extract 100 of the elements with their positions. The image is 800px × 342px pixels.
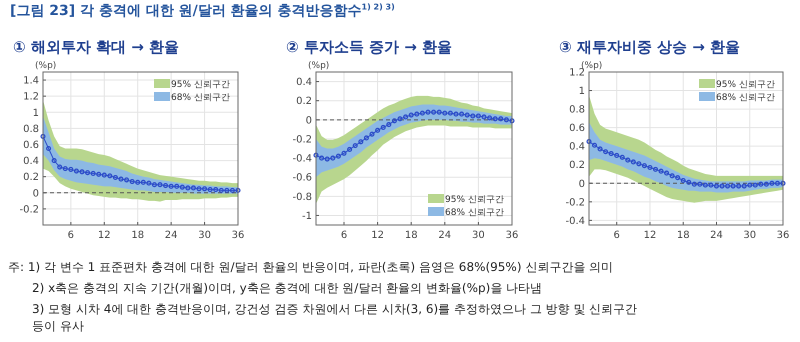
point: [102, 172, 107, 178]
point: [670, 173, 675, 178]
point: [742, 184, 747, 189]
point: [747, 182, 752, 188]
point: [620, 154, 625, 160]
point: [146, 180, 152, 186]
point: [140, 180, 146, 185]
point: [380, 124, 386, 130]
legend-label: 68% 신뢰구간: [445, 208, 504, 218]
chart-title: ② 투자소득 증가 → 환율: [286, 38, 452, 56]
point: [130, 178, 135, 184]
x-tick-label: 18: [404, 230, 418, 241]
point: [476, 113, 481, 119]
point: [336, 154, 341, 159]
x-tick-label: 30: [198, 230, 211, 241]
x-tick-label: 36: [232, 230, 244, 241]
point: [625, 158, 630, 163]
point: [630, 159, 636, 164]
point: [664, 170, 670, 176]
point: [218, 188, 224, 193]
y-tick-label: 0.8: [23, 124, 39, 135]
point: [586, 138, 592, 144]
y-tick-label: 0.4: [23, 156, 39, 168]
y-tick-label: 1: [578, 86, 585, 98]
x-tick-label: 36: [776, 230, 790, 241]
point: [68, 166, 74, 172]
y-tick-label: -0.6: [292, 172, 312, 184]
point: [46, 146, 52, 152]
point: [118, 176, 124, 182]
point: [352, 143, 358, 148]
x-tick-label: 18: [131, 230, 144, 241]
point: [90, 170, 96, 176]
point: [752, 182, 758, 188]
point: [448, 110, 453, 116]
text: 2) x축은 충격의 지속 기간(개월)이며, y축은 충격에 대한 원/달러 환율의 변화율(%p)을 나타냄: [32, 280, 544, 297]
x-tick-label: 24: [710, 230, 723, 241]
point: [492, 116, 498, 122]
point: [112, 174, 118, 180]
y-tick-label: 0.6: [23, 140, 39, 151]
point: [453, 112, 459, 117]
y-tick-label: 0.2: [569, 160, 585, 172]
point: [124, 177, 130, 182]
chart-title: ① 해외투자 확대 → 환율: [13, 38, 180, 56]
point: [40, 134, 46, 139]
point: [358, 139, 364, 144]
x-tick-label: 6: [68, 230, 74, 241]
point: [425, 110, 431, 115]
point: [598, 146, 603, 152]
point: [52, 158, 57, 164]
point: [692, 182, 697, 187]
point: [436, 110, 442, 115]
point: [174, 184, 180, 189]
legend-label: 95% 신뢰구간: [716, 80, 775, 90]
legend-label: 68% 신뢰구간: [171, 93, 230, 103]
point: [157, 182, 163, 188]
point: [719, 184, 725, 189]
x-tick-label: 12: [371, 230, 384, 241]
y-tick-label: 0: [32, 188, 39, 200]
point: [347, 146, 352, 152]
point: [330, 156, 336, 161]
point: [504, 117, 509, 122]
point: [481, 114, 487, 120]
y-tick-label: 0.8: [569, 104, 585, 116]
point: [135, 180, 140, 185]
point: [764, 182, 769, 187]
point: [57, 164, 62, 170]
y-tick-label: 1: [32, 108, 39, 119]
point: [608, 151, 614, 156]
text: 3) 모형 시차 4에 대한 충격반응이며, 강건성 검증 차원에서 다른 시차(3, 6)를 추정하였으나 그 방향 및 신뢰구간 등이 유사: [32, 301, 638, 335]
point: [636, 161, 642, 166]
point: [364, 135, 369, 141]
point: [79, 169, 85, 174]
point: [652, 166, 658, 172]
point: [62, 166, 68, 172]
text: 주: 1) 각 변수 1 표준편차 충격에 대한 원/달러 환율의 반응이며, 파란(초록) 음영은 68%(95%) 신뢰구간을 의미: [8, 259, 614, 276]
point: [168, 184, 174, 189]
y-tick-label: -0.4: [292, 154, 312, 165]
y-tick-label: 0.4: [296, 77, 312, 88]
x-tick-label: 6: [340, 230, 348, 241]
y-tick-label: -0.2: [565, 197, 585, 208]
x-tick-label: 12: [98, 230, 111, 241]
point: [647, 164, 653, 170]
point: [224, 188, 230, 193]
point: [686, 180, 692, 185]
point: [603, 149, 608, 154]
point: [464, 112, 470, 118]
point: [324, 156, 330, 162]
point: [708, 182, 714, 188]
point: [96, 172, 102, 177]
point: [403, 114, 408, 120]
point: [642, 163, 647, 168]
point: [180, 184, 185, 190]
y-tick-label: -0.2: [292, 134, 312, 146]
point: [74, 168, 79, 174]
point: [697, 182, 702, 187]
point: [592, 142, 598, 148]
x-tick-label: 30: [743, 230, 756, 241]
y-tick-label: 0.6: [569, 123, 585, 134]
point: [85, 170, 90, 176]
point: [470, 113, 476, 119]
